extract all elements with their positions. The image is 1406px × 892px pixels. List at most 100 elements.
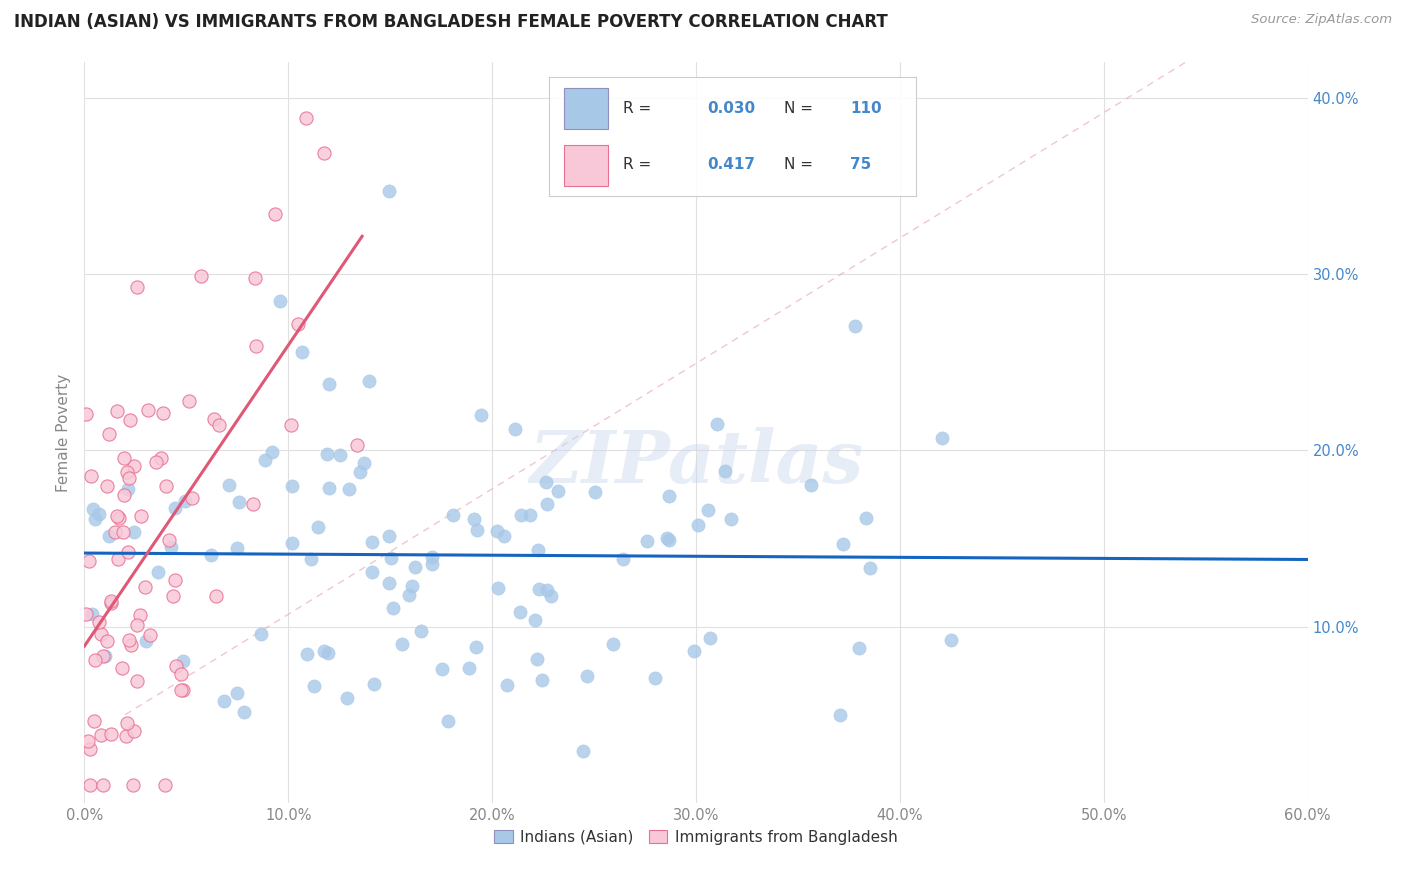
Point [82, 502, 104, 516]
Point [536, 497, 558, 511]
Point [160, 540, 183, 554]
Point [361, 565, 384, 579]
Point [181, 491, 204, 506]
Point [441, 508, 464, 522]
Point [111, 661, 134, 675]
Point [104, 524, 127, 539]
Point [80, 607, 103, 621]
Y-axis label: Female Poverty: Female Poverty [56, 374, 72, 491]
Point [122, 723, 145, 738]
Point [572, 744, 595, 758]
Point [122, 458, 145, 473]
Point [118, 471, 141, 485]
Point [688, 517, 710, 532]
Point [163, 573, 186, 587]
Point [79, 741, 101, 756]
Point [655, 531, 678, 545]
Point [77, 554, 100, 568]
Point [226, 541, 249, 555]
Point [832, 537, 855, 551]
Point [138, 403, 160, 417]
Point [404, 560, 426, 574]
Point [318, 376, 340, 391]
Point [173, 494, 195, 508]
Point [612, 552, 634, 566]
Point [127, 617, 149, 632]
Point [260, 445, 283, 459]
Text: ZIPatlas: ZIPatlas [529, 426, 863, 498]
Point [287, 318, 309, 332]
Point [117, 465, 139, 479]
Point [84, 512, 107, 526]
Point [706, 417, 728, 431]
Point [89, 507, 111, 521]
Point [492, 529, 515, 543]
Point [531, 673, 554, 688]
Point [720, 512, 742, 526]
Point [190, 268, 212, 283]
Point [307, 520, 329, 534]
Point [336, 691, 359, 706]
Point [245, 339, 267, 353]
Point [658, 533, 681, 547]
Point [463, 512, 485, 526]
Point [149, 451, 172, 466]
Point [527, 582, 550, 596]
Point [155, 479, 177, 493]
Point [107, 551, 129, 566]
Point [135, 633, 157, 648]
Point [245, 270, 267, 285]
Point [848, 640, 870, 655]
Point [329, 448, 352, 462]
Point [218, 478, 240, 492]
Point [420, 549, 443, 564]
Point [96, 633, 118, 648]
Point [87, 615, 110, 630]
Point [526, 652, 548, 666]
Point [495, 678, 517, 692]
Point [583, 484, 606, 499]
Point [112, 451, 135, 466]
Point [111, 525, 134, 540]
Point [117, 544, 139, 558]
Point [458, 661, 481, 675]
Point [83, 652, 105, 666]
Point [264, 207, 287, 221]
Point [93, 778, 115, 792]
Point [177, 394, 200, 409]
Point [242, 497, 264, 511]
Point [170, 667, 193, 681]
Point [519, 508, 541, 522]
Point [128, 607, 150, 622]
Point [254, 452, 277, 467]
Point [295, 647, 318, 661]
Point [145, 455, 167, 469]
Point [75, 607, 97, 622]
Point [117, 716, 139, 731]
Point [713, 465, 735, 479]
Point [129, 509, 152, 524]
Point [547, 484, 569, 499]
Point [859, 561, 882, 575]
Point [346, 438, 368, 452]
Point [398, 588, 420, 602]
Point [155, 778, 177, 792]
Point [644, 671, 666, 685]
Point [505, 422, 527, 436]
Point [225, 686, 247, 700]
Point [120, 639, 142, 653]
Point [295, 112, 318, 126]
Text: INDIAN (ASIAN) VS IMMIGRANTS FROM BANGLADESH FEMALE POVERTY CORRELATION CHART: INDIAN (ASIAN) VS IMMIGRANTS FROM BANGLA… [14, 13, 887, 31]
Point [576, 668, 599, 682]
Point [112, 488, 135, 502]
Point [100, 594, 122, 608]
Point [527, 543, 550, 558]
Point [134, 580, 156, 594]
Point [314, 644, 336, 658]
Point [121, 778, 143, 792]
Point [337, 482, 360, 496]
Point [602, 637, 624, 651]
Legend: Indians (Asian), Immigrants from Bangladesh: Indians (Asian), Immigrants from Banglad… [488, 823, 904, 851]
Point [378, 184, 401, 198]
Point [100, 596, 122, 610]
